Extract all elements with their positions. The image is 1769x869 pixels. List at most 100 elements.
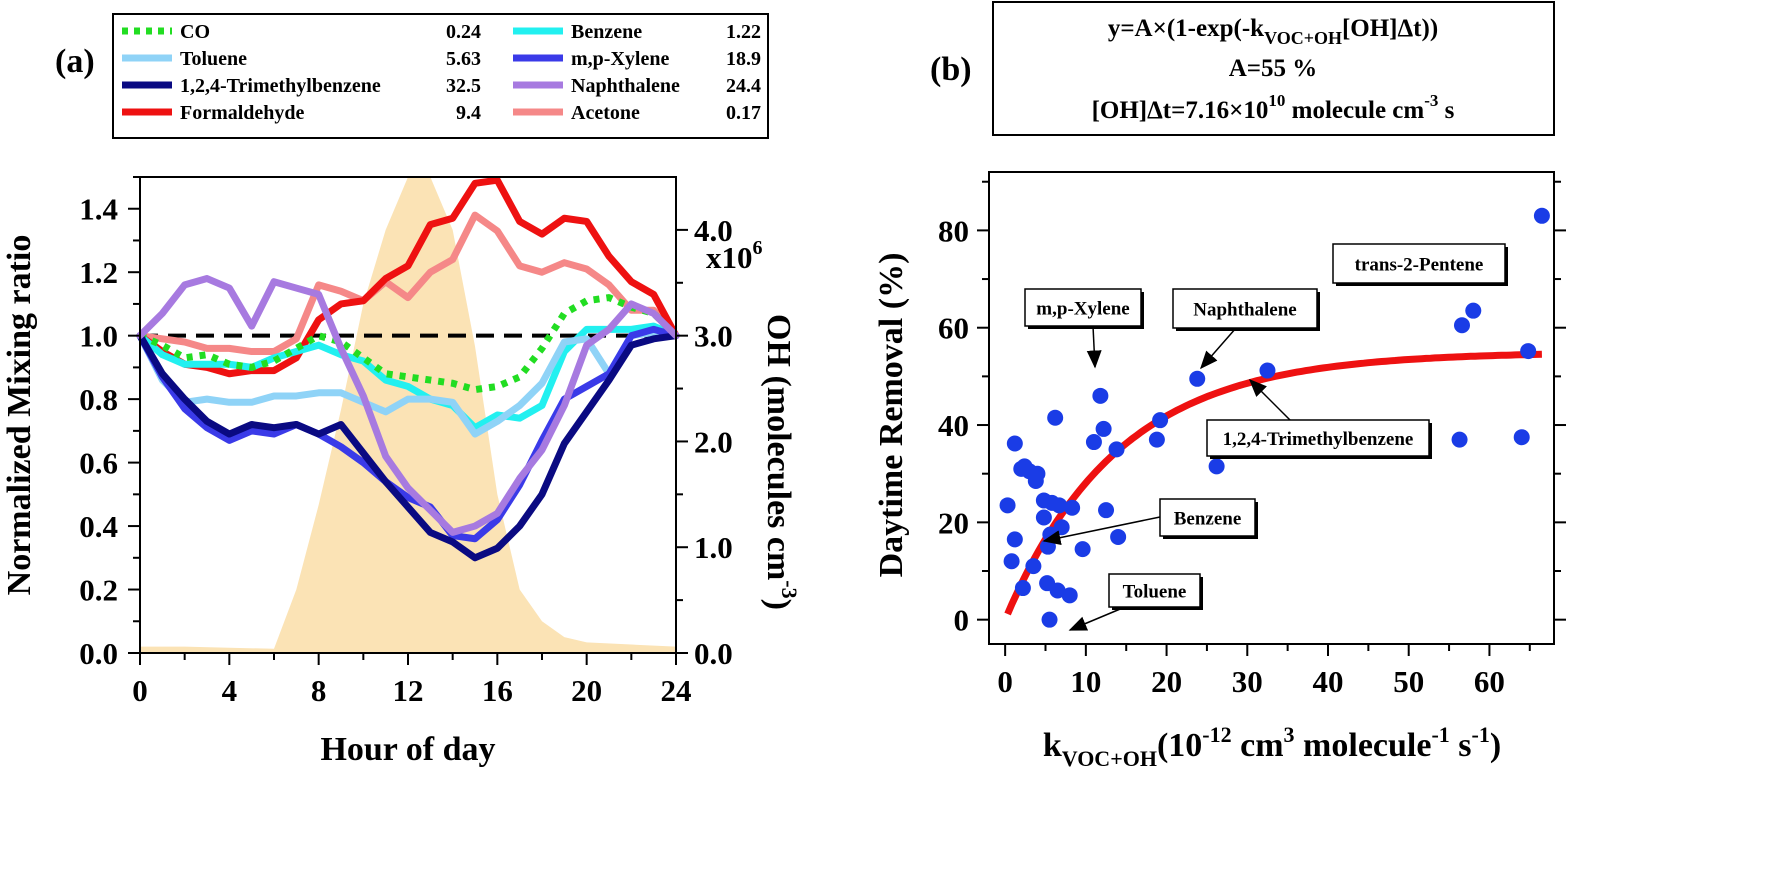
equation-line-3: [OH]Δt=7.16×1010 molecule cm-3 s (1092, 91, 1455, 124)
scatter-point (1041, 611, 1058, 628)
legend-name: 1,2,4-Trimethylbenzene (180, 75, 381, 97)
series-line-formaldehyde (136, 176, 680, 378)
scatter-point (1110, 528, 1127, 545)
x-tick-label: 20 (571, 673, 602, 708)
x-tick-label: 4 (222, 673, 238, 708)
x-tick-label: 20 (1151, 664, 1182, 699)
y2-tick-label: 3.0 (694, 319, 733, 354)
legend-name: Toluene (180, 48, 247, 70)
x-ticks-b: 0 10 20 30 40 50 60 (997, 644, 1531, 699)
scatter-point (1061, 587, 1078, 604)
y-tick-label: 0.4 (79, 509, 118, 544)
scatter-point (1006, 435, 1023, 452)
xlabel-k: k (1043, 727, 1062, 764)
scatter-point (1029, 465, 1046, 482)
scatter-point (1003, 553, 1020, 570)
y-tick-label: 20 (938, 505, 969, 540)
y-tick-label: 0.8 (79, 382, 118, 417)
series-line-co (138, 294, 679, 394)
y-ticks-b: 0 20 40 60 80 (938, 180, 1566, 638)
eq3-exp2: -3 (1424, 91, 1438, 110)
annotation-arrow (1248, 378, 1291, 421)
y-tick-label: 80 (938, 213, 969, 248)
scatter-point (1453, 317, 1470, 334)
annotation-box (1159, 498, 1256, 537)
equation-line-1: y=A×(1-exp(-kVOC+OH[OH]Δt)) (1108, 15, 1438, 48)
series-line-1-2-4-trimethylbenzene (136, 332, 680, 562)
scatter-point (1533, 207, 1550, 224)
oh-area (140, 177, 676, 653)
y2-axis-label-a: OH (molecules cm-3) (760, 314, 802, 610)
annotation-label: Benzene (1174, 509, 1242, 530)
svg-text:OH (molecules cm-3): OH (molecules cm-3) (760, 314, 802, 610)
y2-tick-label: 2.0 (694, 424, 733, 459)
xlabel-part: s (1450, 727, 1472, 764)
y2-tick-label: 1.0 (694, 530, 733, 565)
annotation-box (1206, 419, 1430, 457)
scatter-point (1025, 558, 1042, 575)
annotation-box (1172, 288, 1318, 329)
panel-a-label: (a) (55, 43, 95, 80)
scatter-point (1074, 541, 1091, 558)
x-axis-label-a: Hour of day (320, 731, 495, 768)
x-tick-label: 24 (661, 673, 692, 708)
y-tick-label: 1.0 (79, 319, 118, 354)
eq1-pre: y=A×(1-exp(-k (1108, 15, 1264, 42)
oh-area-fill (140, 177, 676, 653)
scatter-point (1085, 434, 1102, 451)
eq3-exp1: 10 (1268, 91, 1285, 110)
scatter-point (1259, 362, 1276, 379)
eq3-post: s (1438, 97, 1454, 124)
y-tick-label: 0 (954, 603, 970, 638)
annotation-label: 1,2,4-Trimethylbenzene (1223, 429, 1414, 450)
xlabel-part: molecule (1295, 727, 1432, 764)
x-tick-label: 0 (997, 664, 1013, 699)
y2-ticks-a: 0.0 1.0 2.0 3.0 4.0 (676, 213, 733, 671)
scatter-point (1451, 431, 1468, 448)
scatter-point (1189, 370, 1206, 387)
eq1-sub: VOC+OH (1264, 28, 1342, 48)
legend-value: 18.9 (726, 48, 761, 70)
scatter-point (1208, 458, 1225, 475)
legend-a: CO 0.24 Toluene 5.63 1,2,4-Trimethylbenzene 3… (122, 21, 761, 124)
scatter-point (999, 497, 1016, 514)
annotation-arrow (1200, 327, 1237, 370)
series-line-m-p-xylene (136, 325, 680, 543)
annotation-label: m,p-Xylene (1036, 299, 1129, 320)
xlabel-part: (10 (1157, 727, 1202, 764)
series-line-naphthalene (136, 275, 680, 536)
x-tick-label: 12 (393, 673, 424, 708)
legend-value: 9.4 (456, 102, 481, 124)
legend-name: Naphthalene (571, 75, 680, 97)
scatter-point (1014, 580, 1031, 597)
y-tick-label: 0.6 (79, 446, 118, 481)
y2-label-text: OH (molecules cm (760, 314, 797, 580)
x-ticks-a: 0 4 8 12 16 20 24 (132, 653, 692, 708)
eq3-mid: molecule cm (1285, 97, 1424, 124)
y-tick-label: 1.2 (79, 255, 118, 290)
annotation-arrow (1068, 606, 1126, 631)
scatter-point (1049, 582, 1066, 599)
legend-value: 0.24 (446, 21, 481, 43)
y2-label-close: ) (760, 599, 797, 610)
y-tick-label: 0.0 (79, 636, 118, 671)
legend-name: Acetone (571, 102, 640, 124)
scatter-point (1095, 420, 1112, 437)
series-a (136, 176, 680, 562)
x-tick-label: 50 (1393, 664, 1424, 699)
y-axis-label-b: Daytime Removal (%) (873, 253, 910, 578)
equation-line-2: A=55 % (1229, 55, 1318, 82)
xlabel-sup: -12 (1202, 722, 1231, 747)
y-ticks-a: 0.0 0.2 0.4 0.6 0.8 1.0 1.2 1.4 (79, 176, 140, 671)
legend-value: 24.4 (726, 75, 761, 97)
y-tick-label: 0.2 (79, 573, 118, 608)
legend-name: Formaldehyde (180, 102, 305, 124)
x-tick-label: 16 (482, 673, 513, 708)
scatter-point (1152, 412, 1169, 429)
eq1-post: [OH]Δt)) (1342, 15, 1438, 42)
xlabel-part: cm (1232, 727, 1284, 764)
x-tick-label: 0 (132, 673, 148, 708)
y2-multiplier: x106 (706, 237, 763, 275)
